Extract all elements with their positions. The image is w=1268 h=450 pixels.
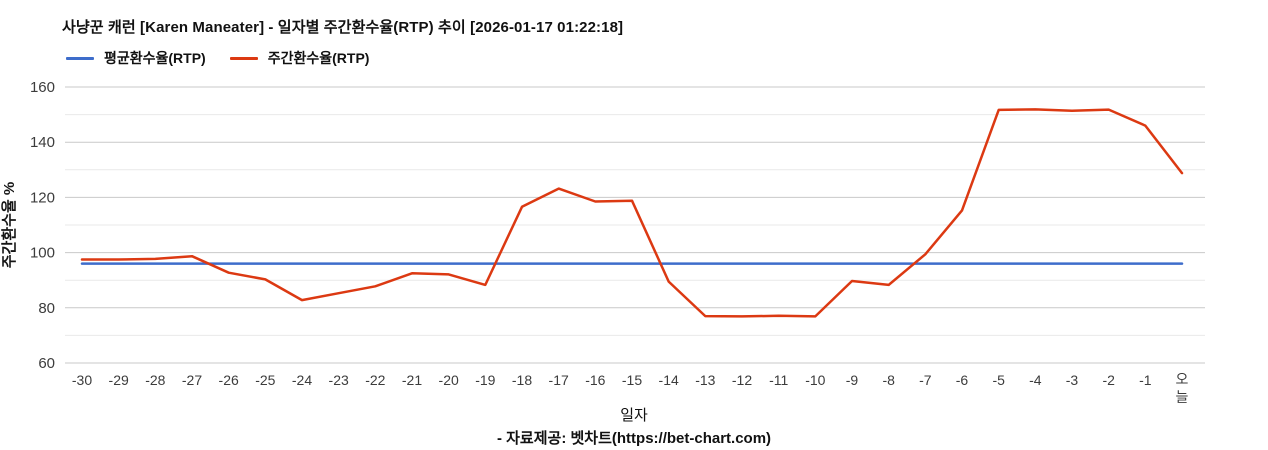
x-tick-label: -29	[109, 372, 129, 388]
legend-label-average-rtp: 평균환수율(RTP)	[104, 50, 206, 66]
x-tick-label: -19	[475, 372, 495, 388]
x-tick-label: -5	[992, 372, 1005, 388]
legend: 평균환수율(RTP) 주간환수율(RTP)	[66, 49, 393, 67]
y-tick-label: 100	[30, 245, 55, 262]
x-tick-label: -22	[365, 372, 385, 388]
y-tick-label: 160	[30, 79, 55, 96]
x-tick-label: -13	[695, 372, 715, 388]
weekly-rtp-line-swatch-icon	[229, 56, 258, 60]
chart-title: 사냥꾼 캐런 [Karen Maneater] - 일자별 주간환수율(RTP)…	[62, 19, 624, 36]
y-tick-label: 60	[38, 355, 55, 372]
y-tick-label: 120	[30, 189, 55, 206]
x-tick-label: -12	[732, 372, 752, 388]
x-tick-label: -28	[145, 372, 165, 388]
x-tick-label: -9	[846, 372, 859, 388]
x-tick-label: -6	[956, 372, 969, 388]
x-tick-label: -18	[512, 372, 532, 388]
x-axis-title: 일자	[620, 407, 648, 424]
x-tick-label: -7	[919, 372, 932, 388]
x-tick-label: -27	[182, 372, 202, 388]
x-tick-label: -20	[439, 372, 459, 388]
legend-label-weekly-rtp: 주간환수율(RTP)	[267, 50, 370, 66]
y-axis-title: 주간환수율 %	[0, 182, 18, 269]
x-tick-label: -2	[1102, 372, 1115, 388]
x-tick-label: -15	[622, 372, 642, 388]
x-tick-label: -26	[219, 372, 239, 388]
y-tick-label: 140	[30, 134, 55, 151]
x-tick-label: -3	[1066, 372, 1079, 388]
x-tick-label: -16	[585, 372, 605, 388]
legend-item-average-rtp: 평균환수율(RTP)	[66, 48, 206, 68]
x-tick-label: -25	[255, 372, 275, 388]
x-tick-label: -14	[659, 372, 679, 388]
x-tick-label: -10	[805, 372, 825, 388]
legend-item-weekly-rtp: 주간환수율(RTP)	[229, 48, 370, 68]
x-tick-label: -1	[1139, 372, 1152, 388]
series-line-weekly-rtp	[80, 108, 1184, 318]
x-tick-label: -4	[1029, 372, 1042, 388]
y-tick-label: 80	[38, 300, 55, 317]
x-tick-label: -30	[72, 372, 92, 388]
average-rtp-line-swatch-icon	[66, 56, 94, 60]
x-tick-label: -8	[882, 372, 895, 388]
x-tick-label: -11	[769, 372, 788, 388]
x-tick-label: -17	[549, 372, 569, 388]
x-tick-label: -23	[329, 372, 349, 388]
footer-source: - 자료제공: 벳차트(https://bet-chart.com)	[496, 430, 772, 447]
x-tick-label: -21	[402, 372, 422, 388]
x-tick-label: -24	[292, 372, 312, 388]
